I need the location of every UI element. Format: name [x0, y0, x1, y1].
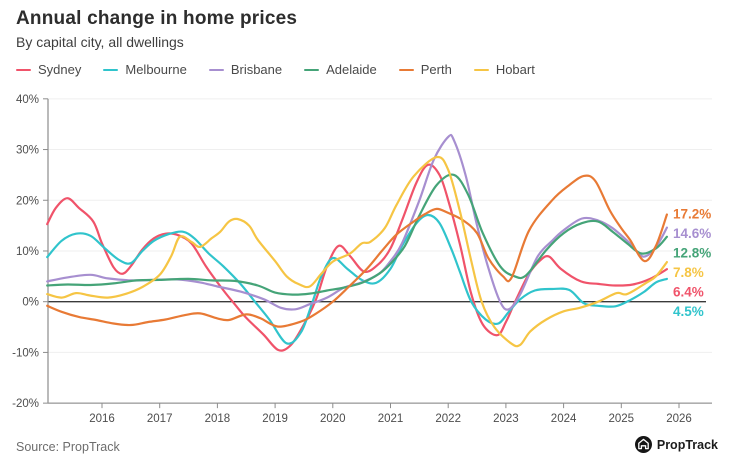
series-line-adelaide [46, 173, 668, 296]
series-line-sydney [46, 163, 668, 352]
proptrack-house-icon [634, 436, 652, 453]
legend-swatch-melbourne [103, 68, 119, 71]
series-line-hobart [46, 155, 668, 348]
x-axis-label: 2024 [551, 413, 577, 425]
x-axis-label: 2021 [378, 413, 404, 425]
y-axis-label: 20% [16, 195, 39, 207]
legend-item-hobart: Hobart [473, 62, 535, 77]
series-line-melbourne [46, 213, 668, 345]
x-axis-label: 2023 [493, 413, 519, 425]
legend: Sydney Melbourne Brisbane Adelaide Perth Hoba… [16, 62, 535, 77]
x-axis-label: 2016 [89, 413, 115, 425]
legend-label: Brisbane [230, 62, 283, 77]
end-label-perth: 17.2% [673, 206, 711, 221]
legend-label: Hobart [495, 62, 535, 77]
legend-item-adelaide: Adelaide [304, 62, 377, 77]
y-axis-label: 10% [16, 246, 39, 258]
x-axis-label: 2025 [609, 413, 635, 425]
proptrack-logo-text: PropTrack [656, 437, 718, 452]
legend-swatch-adelaide [304, 68, 320, 71]
legend-swatch-brisbane [208, 68, 224, 71]
y-axis-label: 0% [22, 297, 39, 309]
proptrack-logo: PropTrack [634, 436, 718, 453]
legend-label: Adelaide [326, 62, 377, 77]
chart-subtitle: By capital city, all dwellings [16, 34, 184, 50]
legend-item-sydney: Sydney [16, 62, 81, 77]
x-axis-label: 2026 [666, 413, 692, 425]
end-label-adelaide: 12.8% [673, 245, 711, 260]
legend-item-brisbane: Brisbane [208, 62, 283, 77]
end-label-hobart: 7.8% [673, 265, 704, 280]
legend-label: Perth [420, 62, 452, 77]
legend-item-perth: Perth [398, 62, 452, 77]
legend-swatch-perth [398, 68, 414, 71]
x-axis-label: 2019 [262, 413, 288, 425]
y-axis-label: -20% [12, 398, 39, 410]
y-axis-label: 30% [16, 145, 39, 157]
legend-item-melbourne: Melbourne [103, 62, 187, 77]
y-axis-label: 40% [16, 94, 39, 106]
end-label-sydney: 6.4% [673, 284, 704, 299]
page-title: Annual change in home prices [16, 8, 298, 29]
end-label-brisbane: 14.6% [673, 226, 711, 241]
y-axis-label: -10% [12, 347, 39, 359]
series-line-perth [46, 174, 668, 328]
legend-swatch-sydney [16, 68, 31, 71]
x-axis-label: 2017 [147, 413, 173, 425]
source-note: Source: PropTrack [16, 440, 120, 454]
x-axis-label: 2018 [205, 413, 231, 425]
legend-label: Sydney [38, 62, 82, 77]
x-axis-label: 2022 [435, 413, 461, 425]
x-axis-label: 2020 [320, 413, 346, 425]
legend-swatch-hobart [473, 68, 489, 71]
legend-label: Melbourne [125, 62, 187, 77]
end-label-melbourne: 4.5% [673, 304, 704, 319]
